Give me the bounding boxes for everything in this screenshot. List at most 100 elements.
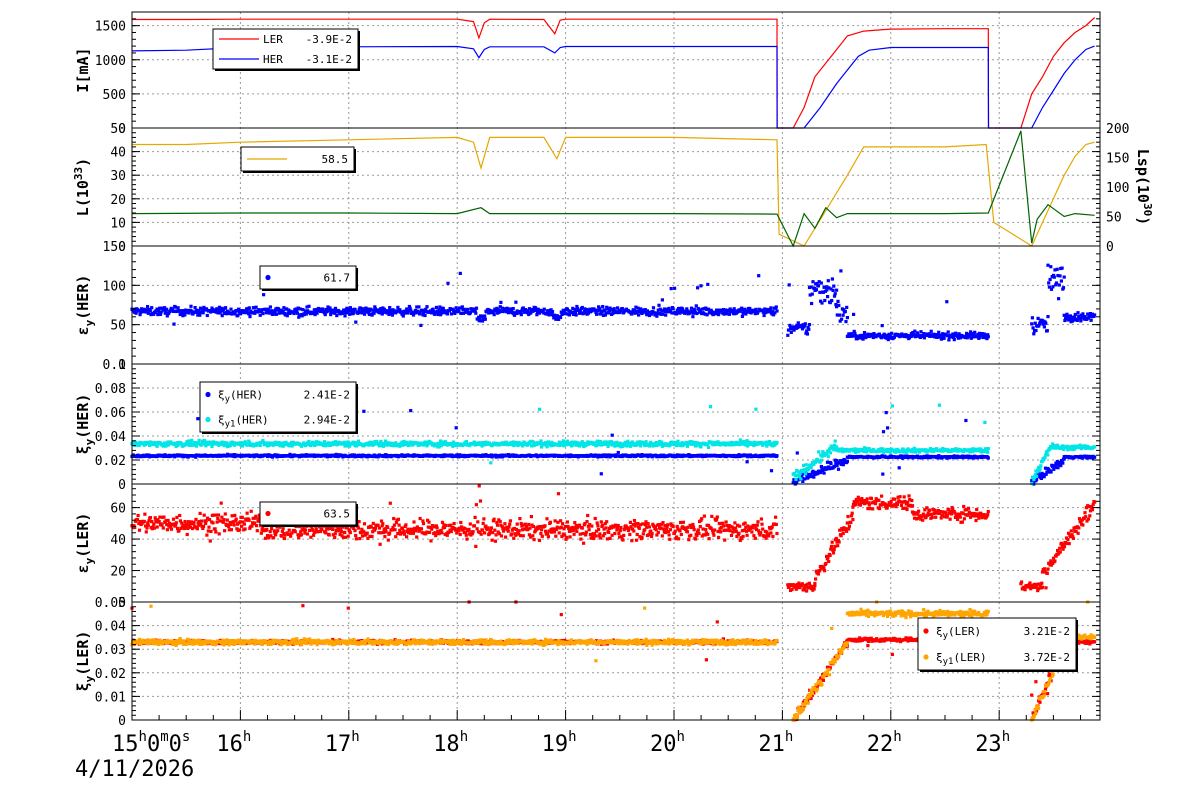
data-point bbox=[745, 460, 749, 464]
data-point bbox=[533, 306, 538, 310]
data-point bbox=[1037, 465, 1041, 469]
data-point bbox=[338, 532, 342, 537]
data-point bbox=[547, 529, 551, 533]
data-point bbox=[499, 534, 504, 538]
data-point bbox=[208, 539, 212, 543]
data-point bbox=[165, 523, 169, 527]
data-point bbox=[452, 521, 456, 526]
data-point bbox=[537, 538, 542, 542]
data-point bbox=[616, 450, 620, 455]
data-point bbox=[825, 452, 829, 456]
data-point bbox=[841, 313, 845, 317]
data-point bbox=[658, 439, 662, 444]
data-point bbox=[867, 447, 871, 451]
data-point bbox=[793, 474, 797, 478]
data-point bbox=[290, 531, 294, 535]
data-point bbox=[482, 517, 486, 521]
data-point bbox=[670, 311, 674, 315]
data-point bbox=[240, 524, 244, 528]
data-point bbox=[146, 305, 150, 309]
data-point bbox=[691, 522, 695, 527]
data-point bbox=[369, 440, 373, 444]
data-point bbox=[695, 311, 699, 316]
data-point bbox=[547, 313, 551, 317]
data-point bbox=[833, 439, 837, 443]
data-point bbox=[491, 519, 495, 523]
data-point bbox=[280, 534, 284, 538]
data-point bbox=[826, 455, 830, 459]
data-point bbox=[641, 532, 645, 536]
data-point bbox=[335, 314, 339, 318]
data-point bbox=[175, 515, 179, 519]
data-point bbox=[439, 528, 443, 533]
data-point bbox=[201, 311, 205, 315]
data-point bbox=[716, 308, 720, 312]
data-point bbox=[765, 440, 770, 444]
data-point bbox=[371, 530, 375, 534]
data-point bbox=[575, 304, 579, 309]
data-point bbox=[184, 443, 188, 447]
data-point bbox=[599, 536, 603, 540]
data-point bbox=[1047, 285, 1051, 289]
data-point bbox=[378, 542, 382, 546]
data-point bbox=[786, 328, 791, 332]
data-point bbox=[709, 526, 713, 530]
data-point bbox=[706, 445, 711, 449]
data-point bbox=[830, 299, 834, 303]
data-point bbox=[656, 311, 660, 315]
data-point bbox=[145, 526, 149, 530]
data-point bbox=[418, 311, 422, 315]
data-point bbox=[986, 447, 990, 451]
data-point bbox=[548, 520, 552, 524]
data-point bbox=[606, 444, 610, 448]
data-point bbox=[158, 515, 162, 519]
data-point bbox=[329, 313, 333, 317]
data-point bbox=[590, 534, 595, 538]
data-point bbox=[473, 515, 477, 519]
data-point bbox=[922, 336, 926, 340]
data-point bbox=[510, 532, 514, 536]
data-point bbox=[433, 531, 437, 535]
data-point bbox=[396, 517, 400, 521]
data-point bbox=[489, 526, 493, 530]
data-point bbox=[378, 311, 382, 315]
data-point bbox=[457, 529, 461, 533]
data-point bbox=[732, 307, 736, 311]
data-point bbox=[748, 306, 752, 311]
data-point bbox=[706, 282, 710, 286]
data-point bbox=[373, 305, 377, 309]
data-point bbox=[971, 335, 975, 339]
data-point bbox=[744, 529, 748, 533]
data-point bbox=[936, 333, 940, 337]
data-point bbox=[628, 444, 633, 448]
data-point bbox=[464, 530, 468, 534]
data-point bbox=[729, 533, 734, 537]
data-point bbox=[512, 526, 516, 531]
data-point bbox=[428, 530, 432, 535]
data-point bbox=[641, 310, 645, 314]
data-point bbox=[958, 336, 962, 340]
data-point bbox=[189, 304, 193, 308]
data-point bbox=[708, 405, 713, 409]
data-point bbox=[586, 311, 590, 315]
data-point bbox=[821, 451, 826, 455]
data-point bbox=[625, 444, 629, 448]
data-point bbox=[457, 526, 462, 530]
data-point bbox=[216, 513, 221, 517]
data-point bbox=[799, 474, 804, 478]
data-point bbox=[627, 527, 631, 531]
data-point bbox=[407, 308, 411, 312]
data-point bbox=[890, 331, 894, 335]
data-point bbox=[438, 442, 442, 446]
data-point bbox=[152, 522, 156, 526]
data-point bbox=[668, 443, 672, 447]
data-point bbox=[596, 524, 600, 528]
data-point bbox=[417, 305, 421, 309]
data-point bbox=[360, 527, 364, 531]
data-point bbox=[345, 306, 349, 310]
data-point bbox=[366, 536, 370, 540]
data-point bbox=[145, 308, 149, 312]
data-point bbox=[774, 305, 778, 309]
data-point bbox=[354, 441, 358, 445]
data-point bbox=[376, 523, 380, 527]
